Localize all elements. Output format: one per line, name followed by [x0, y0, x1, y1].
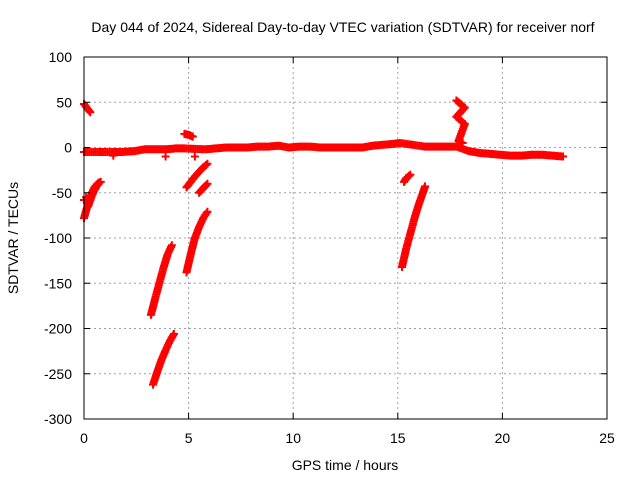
grid-lines	[84, 57, 607, 419]
data-point-marker	[94, 179, 103, 188]
data-point-marker	[109, 151, 118, 160]
data-point-marker	[85, 106, 94, 115]
y-tick-label: 100	[49, 49, 73, 65]
data-point-marker	[190, 152, 199, 161]
data-point-marker	[559, 152, 568, 161]
data-point-marker	[202, 180, 211, 189]
data-point-marker	[406, 170, 415, 179]
data-point-marker	[161, 152, 170, 161]
data-point-marker	[167, 241, 176, 250]
data-point-marker	[169, 329, 178, 338]
y-tick-label: -50	[52, 185, 72, 201]
data-points	[80, 96, 568, 389]
chart-title: Day 044 of 2024, Sidereal Day-to-day VTE…	[91, 19, 594, 35]
data-point-marker	[420, 182, 429, 191]
y-axis-label: SDTVAR / TECUs	[5, 182, 21, 294]
data-point-marker	[203, 179, 212, 188]
y-tick-label: -150	[44, 275, 72, 291]
data-point-marker	[86, 108, 95, 117]
y-tick-label: 50	[56, 94, 72, 110]
y-tick-label: -100	[44, 230, 72, 246]
x-tick-label: 15	[390, 430, 406, 446]
y-tick-label: -200	[44, 321, 72, 337]
x-tick-label: 20	[495, 430, 511, 446]
x-tick-label: 10	[285, 430, 301, 446]
data-point-marker	[202, 209, 211, 218]
y-tick-label: 0	[64, 140, 72, 156]
y-tick-label: -250	[44, 366, 72, 382]
data-point-marker	[203, 207, 212, 216]
axis-ticks: 0 5 10 15 20 25 100 50 0 -50 -100 -150 -200 -250 -300	[44, 49, 615, 446]
x-tick-label: 25	[599, 430, 615, 446]
data-point-marker	[203, 159, 212, 168]
data-point-marker	[188, 132, 197, 141]
x-tick-label: 0	[80, 430, 88, 446]
y-tick-label: -300	[44, 411, 72, 427]
x-axis-label: GPS time / hours	[292, 457, 399, 473]
data-point-marker	[458, 138, 467, 147]
data-point-marker	[202, 160, 211, 169]
data-point-marker	[93, 181, 102, 190]
data-point-marker	[404, 171, 413, 180]
x-tick-label: 5	[185, 430, 193, 446]
